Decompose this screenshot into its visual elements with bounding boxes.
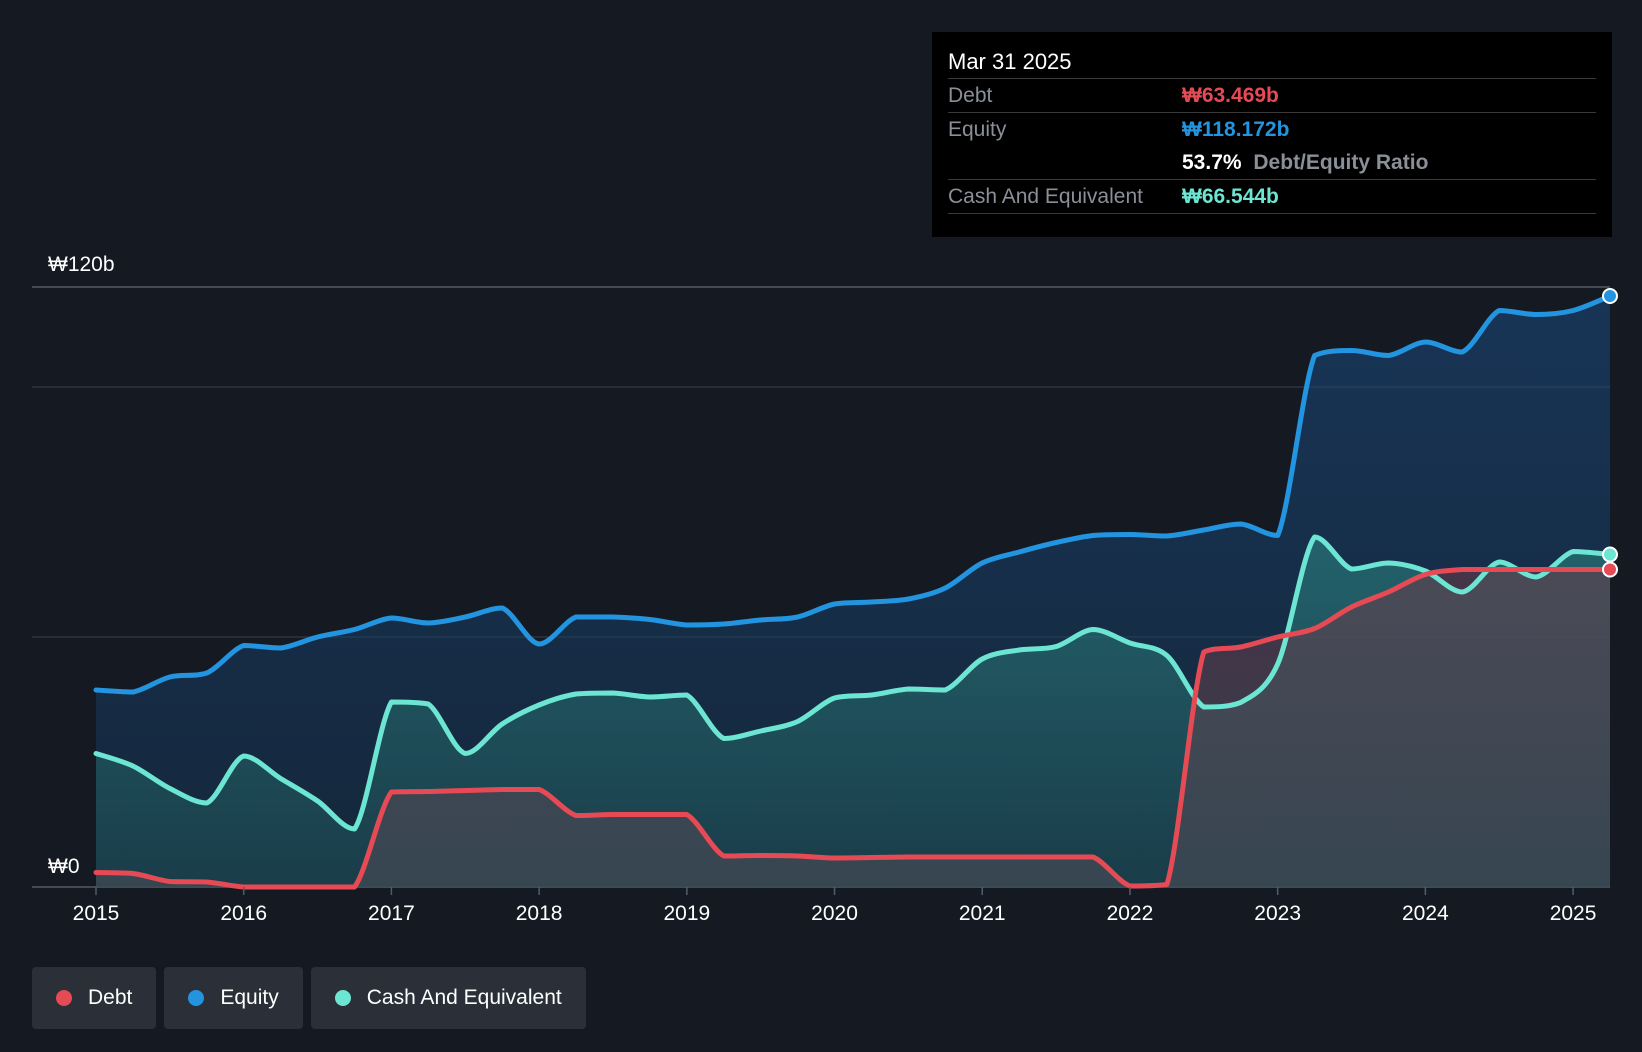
x-tick-label-2021: 2021 (959, 902, 1006, 925)
debt-line (93, 567, 1613, 890)
y-label-zero: ₩0 (48, 855, 80, 878)
tooltip-panel: Mar 31 2025 Debt ₩63.469b Equity ₩118.17… (932, 32, 1612, 237)
x-tick-label-2020: 2020 (811, 902, 858, 925)
legend-label-equity: Equity (220, 986, 279, 1009)
equity-end-marker (1602, 288, 1618, 304)
legend-item-equity[interactable]: Equity (164, 967, 303, 1029)
legend: Debt Equity Cash And Equivalent (32, 967, 586, 1029)
tooltip-equity-label: Equity (948, 118, 1007, 141)
legend-item-cash[interactable]: Cash And Equivalent (310, 967, 586, 1029)
x-tick-label-2019: 2019 (663, 902, 710, 925)
tooltip-cash-value: ₩66.544b (1182, 185, 1279, 208)
tooltip-date: Mar 31 2025 (948, 49, 1072, 74)
tooltip-ratio-pct: 53.7% (1182, 151, 1242, 174)
x-tick-label-2022: 2022 (1107, 902, 1154, 925)
tooltip-debt-label: Debt (948, 84, 993, 107)
debt-dot-icon (56, 990, 72, 1006)
cash-and-equivalent-end-marker (1602, 546, 1618, 563)
x-tick-label-2023: 2023 (1254, 902, 1301, 925)
tooltip-debt-row: Debt ₩63.469b (948, 78, 1596, 112)
equity-dot-icon (188, 990, 205, 1006)
x-tick-label-2017: 2017 (368, 902, 415, 925)
tooltip-ratio-row: 53.7% Debt/Equity Ratio (948, 146, 1596, 179)
x-tick-label-2025: 2025 (1550, 902, 1597, 925)
x-tick-label-2024: 2024 (1402, 902, 1449, 925)
y-label-max: ₩120b (48, 253, 115, 276)
tooltip-debt-value: ₩63.469b (1182, 84, 1279, 107)
debt-end-marker (1602, 561, 1618, 578)
equity-line (93, 293, 1613, 695)
tooltip-equity-value: ₩118.172b (1182, 118, 1290, 141)
tooltip-equity-row: Equity ₩118.172b (948, 112, 1596, 146)
tooltip-cash-label: Cash And Equivalent (948, 185, 1143, 208)
legend-label-cash: Cash And Equivalent (366, 986, 562, 1009)
legend-label-debt: Debt (88, 986, 133, 1009)
legend-item-debt[interactable]: Debt (32, 967, 157, 1029)
tooltip-ratio-label: Debt/Equity Ratio (1253, 151, 1429, 174)
x-tick-label-2016: 2016 (220, 902, 267, 925)
cash-and-equivalent-line (93, 534, 1613, 832)
cash-dot-icon (334, 990, 351, 1006)
tooltip-ratio: 53.7% Debt/Equity Ratio (1182, 146, 1428, 179)
x-tick-label-2018: 2018 (516, 902, 563, 925)
tooltip-cash-row: Cash And Equivalent ₩66.544b (948, 179, 1596, 214)
x-tick-label-2015: 2015 (73, 902, 120, 925)
